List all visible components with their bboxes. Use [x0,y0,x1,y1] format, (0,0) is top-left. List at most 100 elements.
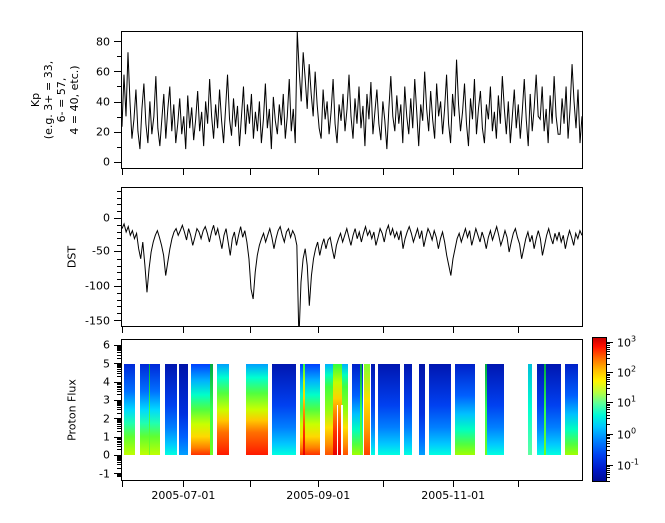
colorbar-minor-tick [607,403,610,405]
colorbar-minor-tick [607,409,610,411]
colorbar-minor-tick [607,436,610,438]
axis-tick [453,327,455,333]
heatmap-band [191,363,214,456]
axis-minor-tick [117,350,121,352]
colorbar-minor-tick [607,449,610,451]
axis-minor-tick [117,439,121,441]
colorbar-tick [607,402,613,404]
heatmap-band [403,363,413,456]
colorbar-minor-tick [607,373,610,375]
dst-axis-label: DST [66,246,79,268]
axis-minor-tick [117,403,121,405]
axis-minor-tick [117,349,121,351]
axis-minor-tick [117,420,121,421]
ytick-label: 0 [103,448,110,462]
axis-minor-tick [117,86,121,88]
heatmap-band [245,363,268,456]
x-axis-date-label: 2005-07-01 [151,489,216,502]
x-axis-date-label: 2005-11-01 [421,489,486,502]
dst-axis-label-text: DST [65,245,79,269]
axis-minor-tick [117,421,121,423]
axis-minor-tick [117,409,121,411]
colorbar-minor-tick [607,467,610,469]
axis-minor-tick [117,231,121,233]
axis-minor-tick [117,346,121,348]
colorbar-minor-tick [607,477,610,479]
ytick-label: 6 [103,338,110,352]
axis-minor-tick [117,438,121,440]
kp-axis-label-line4: 4 = 40, etc.) [68,65,81,135]
heatmap-band [370,363,375,456]
colorbar-minor-tick [607,480,610,482]
axis-minor-tick [117,427,121,429]
axis-minor-tick [117,402,121,404]
axis-minor-tick [117,473,121,475]
axis-minor-tick [117,437,121,439]
axis-minor-tick [117,313,121,315]
dst-panel [121,187,583,327]
axis-tick [318,327,320,333]
colorbar-minor-tick [607,363,610,365]
axis-minor-tick [117,146,121,148]
colorbar-minor-tick [607,375,610,377]
colorbar-minor-tick [607,345,610,347]
heatmap-band [528,363,532,456]
axis-tick [114,217,121,219]
ytick-label: 60 [96,65,110,79]
heatmap-band [352,363,363,456]
kp-panel [121,31,583,169]
colorbar-tick-label: 100 [617,426,637,442]
colorbar-minor-tick [607,438,610,440]
axis-minor-tick [117,354,121,356]
colorbar-minor-tick [607,440,610,442]
axis-minor-tick [117,431,121,433]
axis-tick [114,41,121,43]
axis-tick [114,71,121,73]
colorbar-minor-tick [607,346,610,348]
axis-minor-tick [117,365,121,367]
ytick-label: 20 [96,125,110,139]
heatmap-band [302,363,306,456]
colorbar-minor-tick [607,393,610,395]
axis-minor-tick [117,204,121,206]
colorbar-minor-tick [607,379,610,381]
axis-tick [114,418,121,420]
heatmap-band [300,363,321,456]
axis-tick [114,101,121,103]
axis-minor-tick [117,265,121,267]
colorbar-minor-tick [607,384,610,386]
colorbar-minor-tick [607,388,610,390]
axis-minor-tick [117,370,121,372]
axis-tick [318,481,320,487]
axis-minor-tick [117,366,121,368]
axis-tick [121,481,123,487]
axis-tick [114,399,121,401]
dst-line [122,188,582,326]
heatmap-band [484,363,487,456]
heatmap-band [419,363,426,456]
axis-minor-tick [117,258,121,260]
proton-flux-axis-label-text: Proton Flux [65,379,79,441]
heatmap-band [123,363,135,456]
axis-tick [249,481,251,487]
axis-minor-tick [117,190,121,192]
colorbar-tick [607,342,613,344]
colorbar-tick-label: 101 [617,395,637,410]
axis-tick [453,169,455,175]
heatmap-band [455,363,475,456]
axis-minor-tick [117,367,121,369]
heatmap-band [217,363,230,456]
axis-tick [249,327,251,333]
axis-tick [114,320,121,321]
axis-tick [183,169,185,175]
axis-minor-tick [117,419,121,421]
ytick-label: 0 [103,155,110,169]
axis-minor-tick [117,368,121,370]
heatmap-band [429,363,451,456]
axis-tick [383,327,385,333]
axis-tick [318,169,320,175]
kp-axis-label: Kp (e.g. 3+ = 33, 6- = 57, 4 = 40, etc.) [29,61,81,139]
colorbar-minor-tick [607,358,610,360]
ytick-label: -150 [85,314,110,327]
axis-minor-tick [117,462,121,463]
